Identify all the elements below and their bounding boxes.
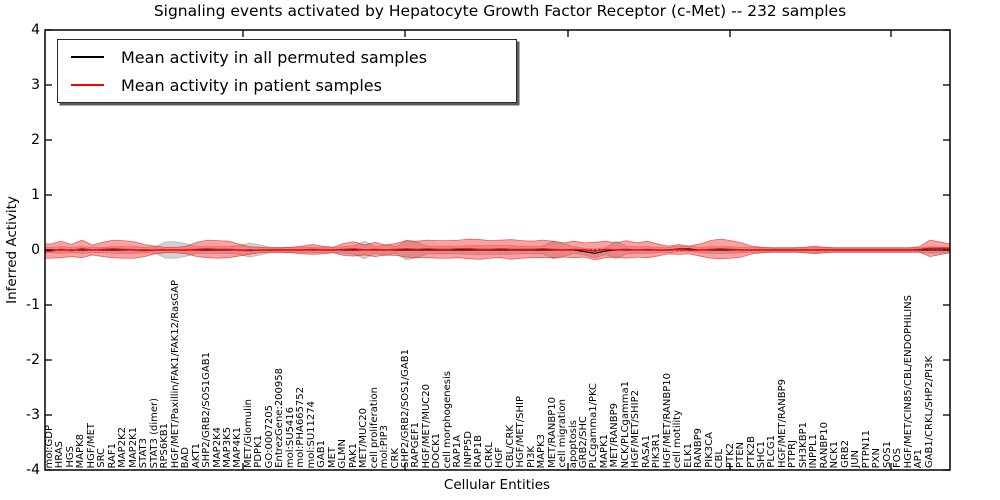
line-patient-mean: [45, 247, 950, 252]
permuted-line-sample-icon: [71, 56, 104, 58]
chart-title: Signaling events activated by Hepatocyte…: [153, 2, 847, 20]
y-tick-label: -1: [26, 297, 40, 313]
y-tick-label: -2: [26, 352, 40, 368]
x-axis-title: Cellular Entities: [443, 477, 551, 493]
legend-item-permuted: Mean activity in all permuted samples: [58, 48, 516, 67]
legend-item-patient: Mean activity in patient samples: [58, 76, 516, 95]
y-tick-label: -4: [26, 462, 40, 478]
patient-line-sample-icon: [71, 84, 104, 86]
y-tick-label: 1: [31, 187, 40, 203]
y-tick-label: 3: [31, 77, 40, 93]
legend: Mean activity in all permuted samples Me…: [57, 39, 517, 103]
y-axis-title: Inferred Activity: [4, 196, 20, 304]
y-tick-label: 0: [31, 242, 40, 258]
legend-label-permuted: Mean activity in all permuted samples: [121, 47, 428, 67]
legend-label-patient: Mean activity in patient samples: [121, 75, 382, 95]
y-tick-label: 2: [31, 132, 40, 148]
y-tick-label: 4: [31, 22, 40, 38]
y-tick-label: -3: [26, 407, 40, 423]
